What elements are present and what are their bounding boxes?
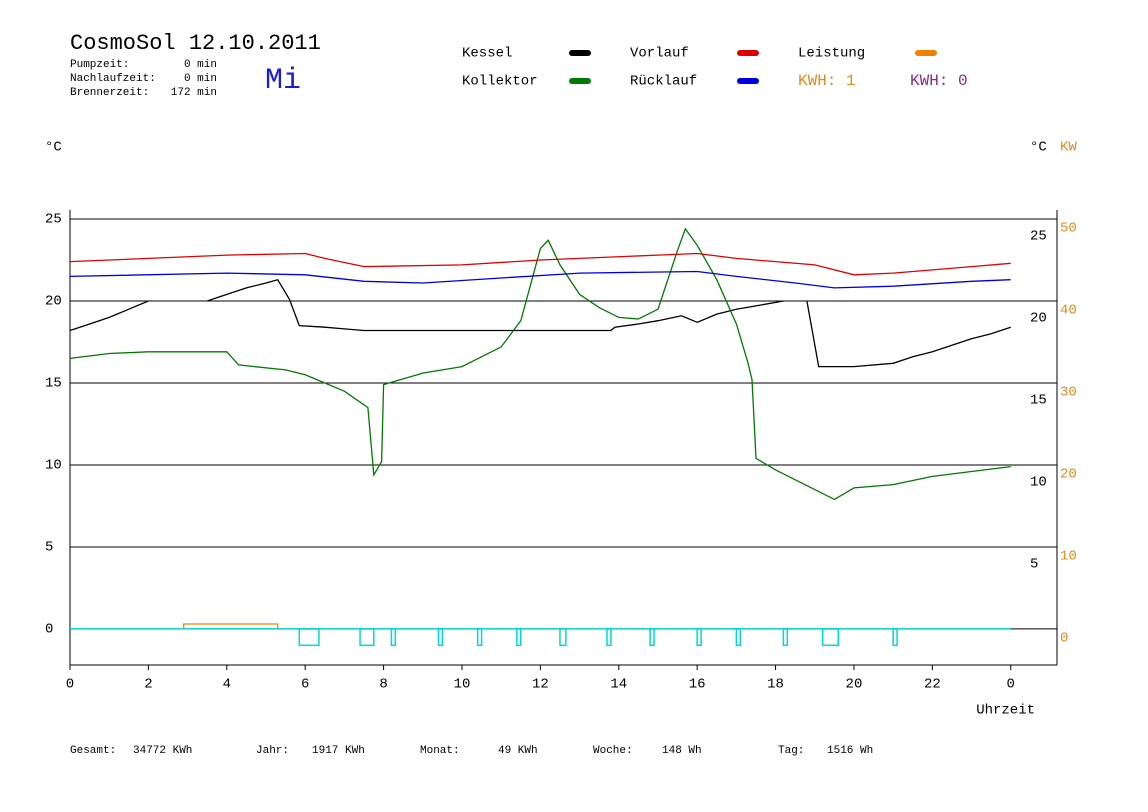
y2-unit-c: °C [1030, 140, 1047, 156]
y-tick-label: 5 [45, 540, 53, 556]
y-right-tick-label: 15 [1030, 393, 1047, 409]
legend-label: Kessel [462, 46, 512, 62]
pump-interval [516, 628, 522, 647]
x-tick-label: 4 [223, 677, 231, 693]
y-right-tick-label: 25 [1030, 229, 1047, 245]
footer-value: 1516 Wh [827, 745, 873, 757]
series-line [69, 252, 1011, 276]
x-tick-label: 0 [1007, 677, 1015, 693]
pump-interval [359, 628, 375, 647]
pump-interval [782, 628, 789, 647]
kwh-label: KWH: 1 [798, 72, 856, 90]
footer-value: 49 KWh [498, 745, 538, 757]
x-tick-label: 22 [924, 677, 941, 693]
weekday: Mi [265, 64, 301, 98]
x-tick-label: 0 [66, 677, 74, 693]
stat-label: Nachlaufzeit: [70, 73, 156, 85]
footer-value: 34772 KWh [133, 745, 192, 757]
y2-tick-label: 50 [1060, 221, 1077, 237]
stat-value: 0 min [184, 73, 217, 85]
title: CosmoSol 12.10.2011 [70, 31, 321, 56]
pump-interval [735, 628, 742, 647]
y2-tick-label: 0 [1060, 631, 1068, 647]
y2-tick-label: 40 [1060, 303, 1077, 319]
x-tick-label: 6 [301, 677, 309, 693]
pump-interval [821, 628, 840, 647]
y2-tick-label: 30 [1060, 385, 1077, 401]
y-tick-label: 20 [45, 294, 62, 310]
y-tick-label: 25 [45, 212, 62, 228]
y-tick-label: 15 [45, 376, 62, 392]
y-tick-label: 0 [45, 622, 53, 638]
footer-label: Jahr: [256, 745, 289, 757]
pump-interval [559, 628, 567, 647]
series-line [69, 278, 1011, 368]
y2-unit: KW [1060, 140, 1077, 156]
x-tick-label: 16 [689, 677, 706, 693]
kwh-label: KWH: 0 [910, 72, 968, 90]
legend-label: Leistung [798, 46, 865, 62]
footer-label: Tag: [778, 745, 804, 757]
legend-label: Vorlauf [630, 46, 689, 62]
y2-tick-label: 10 [1060, 549, 1077, 565]
pump-interval [476, 628, 483, 647]
pump-interval [606, 628, 612, 647]
stat-value: 172 min [171, 87, 217, 99]
footer-label: Woche: [593, 745, 633, 757]
pump-interval [892, 628, 898, 647]
pump-interval [696, 628, 702, 647]
x-tick-label: 14 [610, 677, 627, 693]
series-line [69, 270, 1011, 289]
series-line [183, 623, 279, 629]
pump-interval [437, 628, 444, 647]
stat-label: Brennerzeit: [70, 87, 149, 99]
stat-label: Pumpzeit: [70, 59, 129, 71]
x-tick-label: 8 [379, 677, 387, 693]
stat-value: 0 min [184, 59, 217, 71]
y-right-tick-label: 5 [1030, 557, 1038, 573]
footer-value: 148 Wh [662, 745, 702, 757]
pump-interval [649, 628, 655, 647]
pump-interval [390, 628, 397, 647]
x-tick-label: 2 [144, 677, 152, 693]
y-right-tick-label: 20 [1030, 311, 1047, 327]
x-tick-label: 12 [532, 677, 549, 693]
footer-label: Gesamt: [70, 745, 116, 757]
legend-label: Rücklauf [630, 74, 697, 90]
x-tick-label: 18 [767, 677, 784, 693]
y-right-tick-label: 10 [1030, 475, 1047, 491]
x-tick-label: 10 [454, 677, 471, 693]
pump-interval [298, 628, 320, 647]
x-tick-label: 20 [846, 677, 863, 693]
series-line [69, 227, 1011, 501]
legend-label: Kollektor [462, 74, 538, 90]
footer-value: 1917 KWh [312, 745, 365, 757]
y-unit: °C [45, 140, 62, 156]
x-label: Uhrzeit [976, 703, 1035, 719]
footer-label: Monat: [420, 745, 460, 757]
y-tick-label: 10 [45, 458, 62, 474]
y2-tick-label: 20 [1060, 467, 1077, 483]
